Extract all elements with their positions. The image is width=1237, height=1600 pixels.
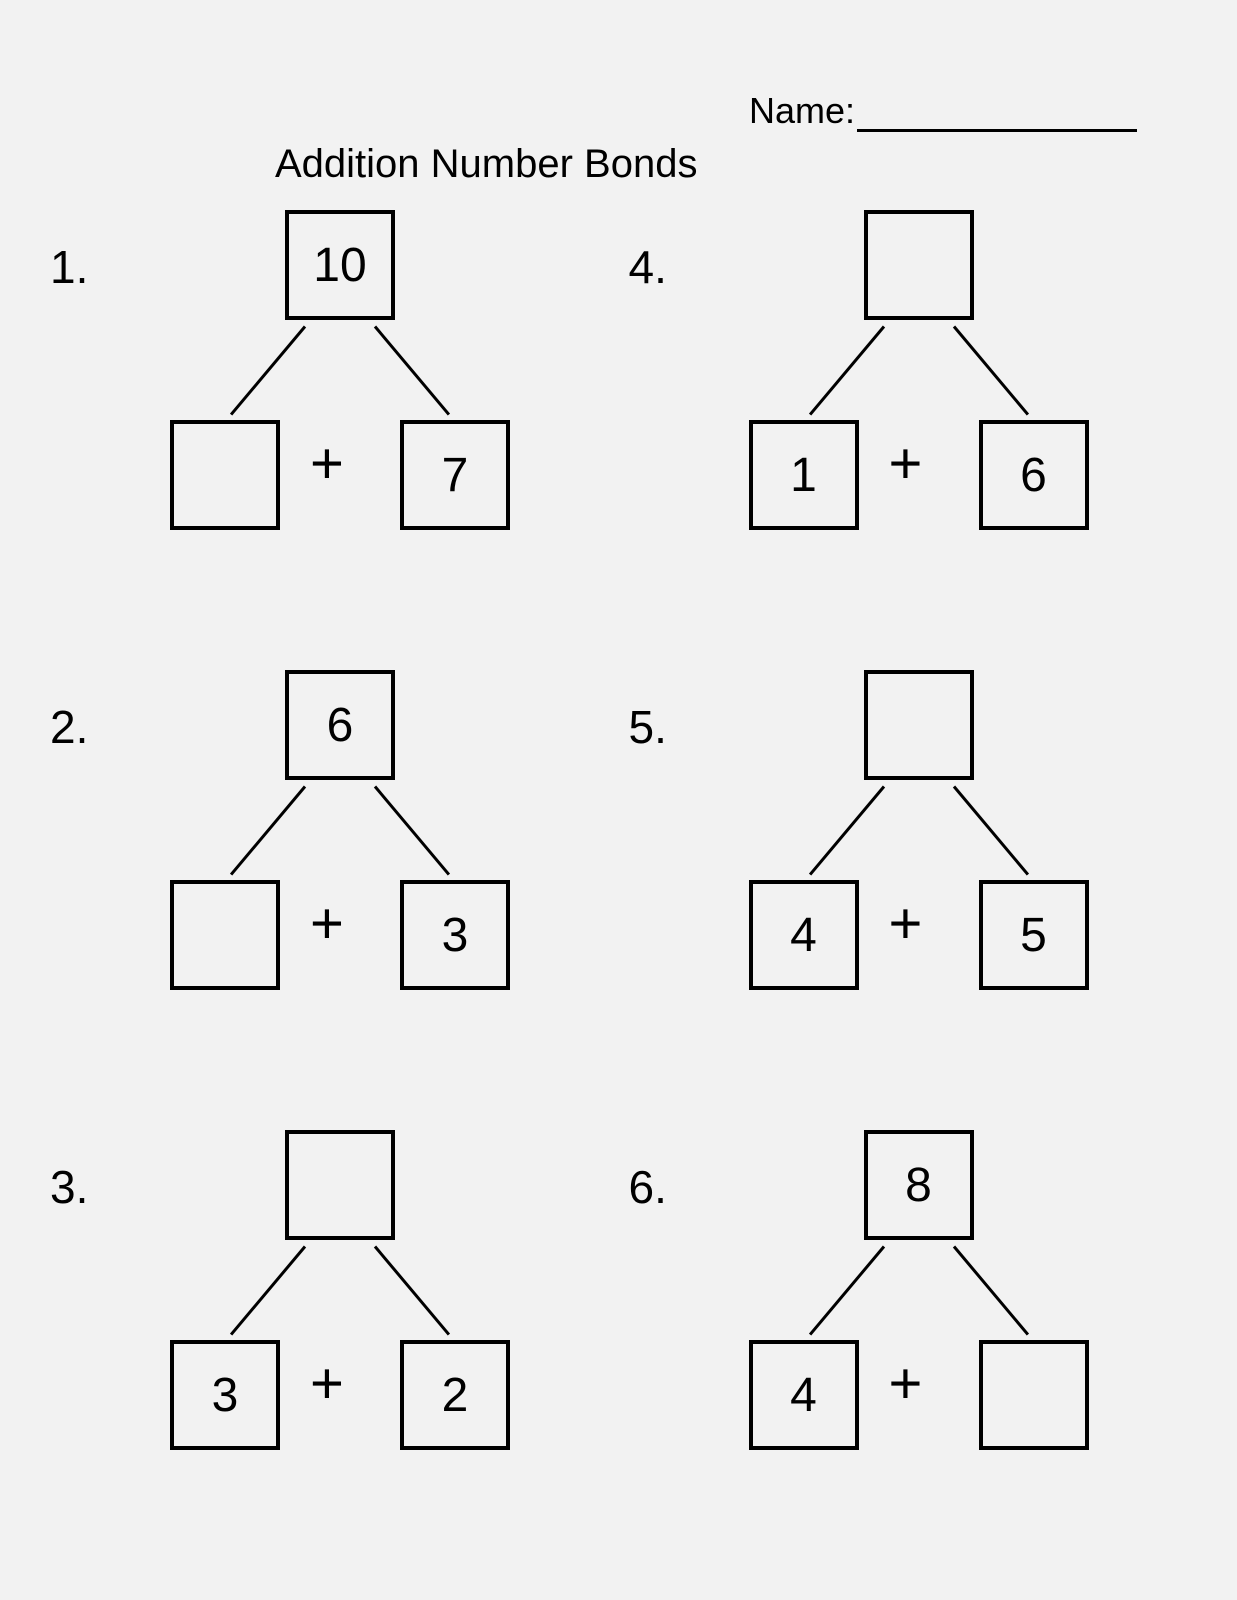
- worksheet-title: Addition Number Bonds: [275, 142, 697, 187]
- bond-line-right: [952, 1246, 1028, 1336]
- bond-right-box[interactable]: 6: [979, 420, 1089, 530]
- problem-label: 4.: [629, 210, 719, 294]
- bond-left-box[interactable]: 1: [749, 420, 859, 530]
- bond-line-left: [808, 1246, 884, 1336]
- problem-5: 5. 4 + 5: [629, 670, 1188, 1070]
- plus-icon: +: [310, 1355, 344, 1413]
- problem-label: 6.: [629, 1130, 719, 1214]
- problem-label: 2.: [50, 670, 140, 754]
- bond-top-box[interactable]: 6: [285, 670, 395, 780]
- bond-left-box[interactable]: [170, 880, 280, 990]
- bond-top-box[interactable]: [285, 1130, 395, 1240]
- problem-4: 4. 1 + 6: [629, 210, 1188, 610]
- problem-label: 5.: [629, 670, 719, 754]
- plus-icon: +: [889, 435, 923, 493]
- bond-right-box[interactable]: 5: [979, 880, 1089, 990]
- bond-left-box[interactable]: [170, 420, 280, 530]
- bond-top-box[interactable]: 10: [285, 210, 395, 320]
- bond-right-box[interactable]: [979, 1340, 1089, 1450]
- problem-6: 6. 8 4 +: [629, 1130, 1188, 1530]
- number-bond: 4 + 5: [719, 670, 1119, 1010]
- plus-icon: +: [889, 895, 923, 953]
- plus-icon: +: [310, 895, 344, 953]
- header: Name: Addition Number Bonds: [40, 60, 1197, 180]
- bond-top-box[interactable]: 8: [864, 1130, 974, 1240]
- worksheet-page: Name: Addition Number Bonds 1. 10 + 7 4.…: [0, 0, 1237, 1600]
- bond-line-right: [374, 786, 450, 876]
- number-bond: 8 4 +: [719, 1130, 1119, 1470]
- bond-top-box[interactable]: [864, 670, 974, 780]
- problem-label: 3.: [50, 1130, 140, 1214]
- number-bond: 10 + 7: [140, 210, 540, 550]
- bond-line-right: [374, 1246, 450, 1336]
- plus-icon: +: [310, 435, 344, 493]
- bond-line-left: [808, 786, 884, 876]
- name-blank-line[interactable]: [857, 129, 1137, 132]
- problem-2: 2. 6 + 3: [50, 670, 609, 1070]
- bond-line-left: [230, 1246, 306, 1336]
- problem-3: 3. 3 + 2: [50, 1130, 609, 1530]
- problem-1: 1. 10 + 7: [50, 210, 609, 610]
- plus-icon: +: [889, 1355, 923, 1413]
- name-field[interactable]: Name:: [749, 90, 1137, 132]
- bond-line-left: [230, 326, 306, 416]
- number-bond: 6 + 3: [140, 670, 540, 1010]
- number-bond: 3 + 2: [140, 1130, 540, 1470]
- bond-line-left: [808, 326, 884, 416]
- number-bond: 1 + 6: [719, 210, 1119, 550]
- bond-right-box[interactable]: 7: [400, 420, 510, 530]
- bond-line-right: [952, 786, 1028, 876]
- bond-line-right: [374, 326, 450, 416]
- bond-left-box[interactable]: 3: [170, 1340, 280, 1450]
- problems-grid: 1. 10 + 7 4. 1 + 6 2.: [40, 180, 1197, 1530]
- bond-left-box[interactable]: 4: [749, 1340, 859, 1450]
- bond-line-right: [952, 326, 1028, 416]
- bond-top-box[interactable]: [864, 210, 974, 320]
- bond-right-box[interactable]: 3: [400, 880, 510, 990]
- bond-left-box[interactable]: 4: [749, 880, 859, 990]
- name-label: Name:: [749, 90, 855, 131]
- problem-label: 1.: [50, 210, 140, 294]
- bond-right-box[interactable]: 2: [400, 1340, 510, 1450]
- bond-line-left: [230, 786, 306, 876]
